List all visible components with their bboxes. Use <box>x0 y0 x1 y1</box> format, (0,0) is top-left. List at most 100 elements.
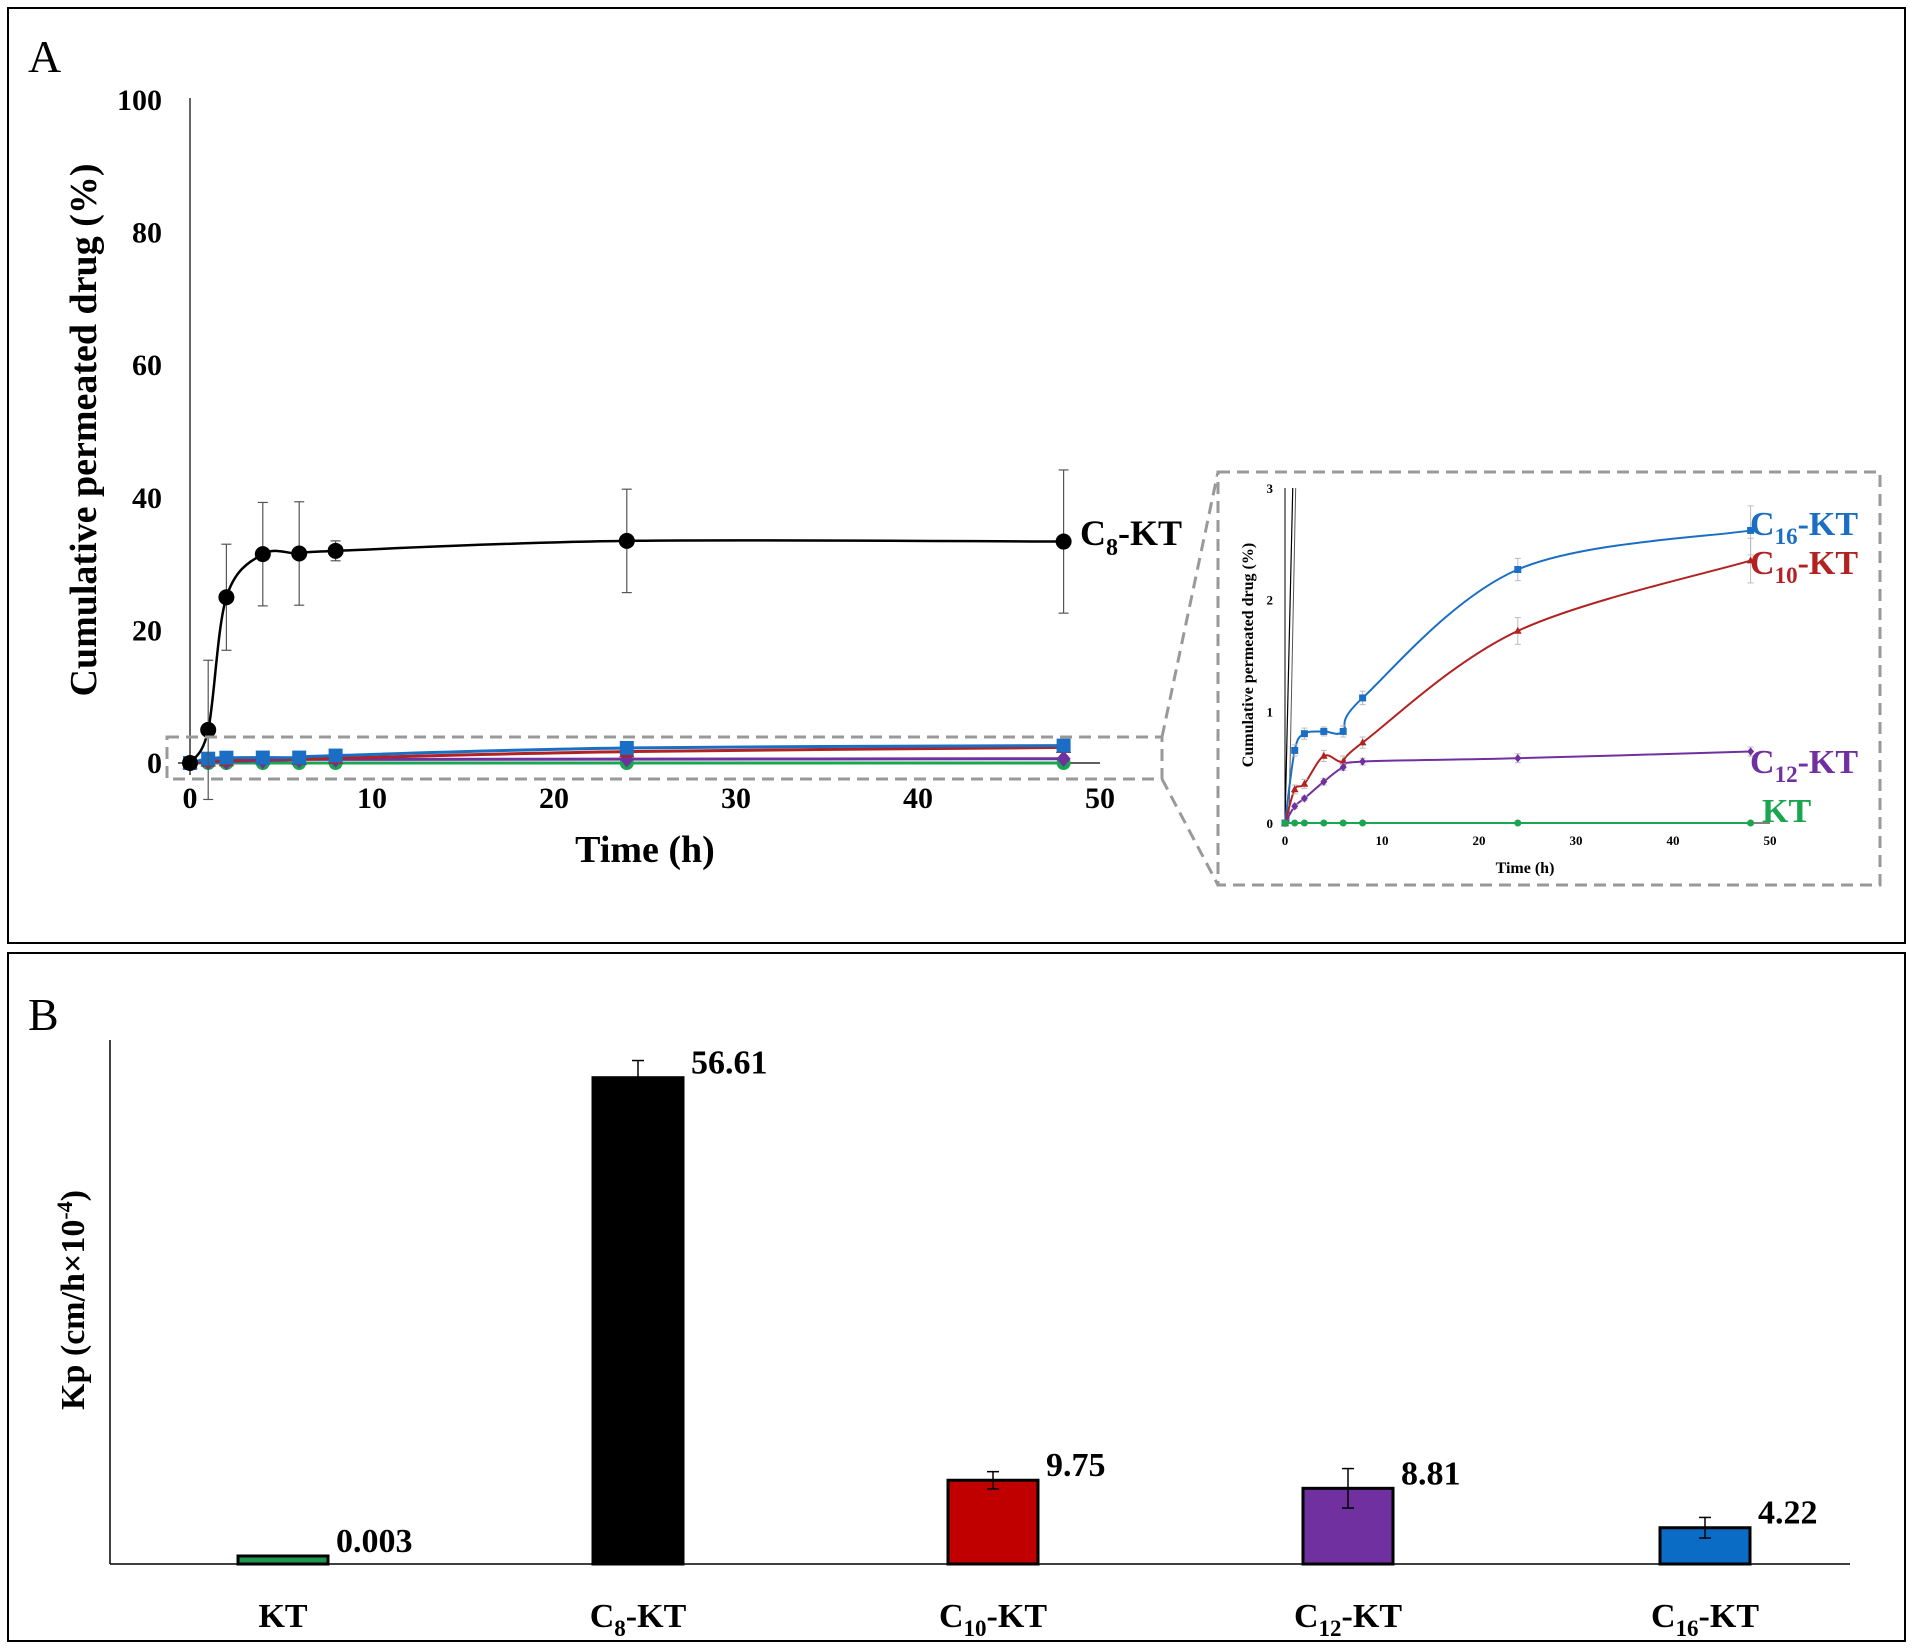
inset-data-point <box>1747 747 1755 756</box>
bar-value-label: 4.22 <box>1758 1495 1818 1532</box>
inset-x-tick-label: 50 <box>1764 833 1777 848</box>
y-axis-title: Cumulative permeated drug (%) <box>63 164 105 697</box>
y-tick-label: 0 <box>147 747 162 780</box>
bar-value-label: 0.003 <box>336 1523 413 1560</box>
inset-data-point <box>1514 819 1522 827</box>
inset-data-point <box>1320 727 1328 735</box>
inset-data-point <box>1514 566 1522 574</box>
data-point <box>1055 533 1072 550</box>
label-part: C <box>1750 506 1775 543</box>
category-label: KT <box>258 1598 307 1635</box>
label-part: 10 <box>964 1616 987 1641</box>
label-part: -4 <box>52 1201 77 1219</box>
inset-data-point <box>1320 819 1328 827</box>
label-part: KT <box>1762 793 1811 830</box>
panel-a-label: A <box>28 31 61 82</box>
bar-value-label: 8.81 <box>1401 1455 1461 1492</box>
label-part: -KT <box>626 1598 687 1635</box>
series-C16-KT <box>183 738 1071 770</box>
bar <box>236 1554 330 1566</box>
x-axis-title: Time (h) <box>575 829 715 871</box>
category-label: C8-KT <box>590 1598 687 1641</box>
inset-data-point <box>1358 738 1367 746</box>
inset-data-point <box>1291 746 1299 754</box>
label-part: -KT <box>1342 1598 1403 1635</box>
kp-bar-chart: Kp (cm/h×10-4)0.003KT56.61C8-KT9.75C10-K… <box>52 1040 1850 1641</box>
inset-data-point <box>1359 819 1367 827</box>
inset-data-point <box>1300 730 1308 738</box>
inset-c8-line <box>1288 487 1297 824</box>
label-part: C <box>590 1598 615 1635</box>
panel-b: B Kp (cm/h×10-4)0.003KT56.61C8-KT9.75C10… <box>7 952 1906 1642</box>
x-tick-label: 40 <box>903 782 933 815</box>
inset-series-C12-KT <box>1281 746 1755 828</box>
label-part: 12 <box>1319 1616 1342 1641</box>
inset-data-point <box>1291 819 1299 827</box>
inset-data-point <box>1300 794 1308 803</box>
label-part: -KT <box>1798 506 1859 543</box>
label-part: C <box>1651 1598 1676 1635</box>
y-tick-label: 100 <box>117 84 162 117</box>
data-point <box>182 755 198 771</box>
bar-value-label: 9.75 <box>1046 1447 1106 1484</box>
bar <box>591 1076 685 1566</box>
inset-data-point <box>1746 556 1755 564</box>
data-point <box>255 750 270 765</box>
inset-y-tick-label: 0 <box>1267 816 1274 831</box>
inset-data-point <box>1359 757 1367 766</box>
inset-data-point <box>1319 751 1328 759</box>
category-label: C12-KT <box>1294 1598 1402 1641</box>
inset-data-point <box>1747 526 1755 534</box>
inset-series-label-C10-KT: C10-KT <box>1750 545 1858 588</box>
y-tick-label: 40 <box>132 482 162 515</box>
label-part: C <box>939 1598 964 1635</box>
inset-data-point <box>1339 727 1347 735</box>
data-point <box>1056 750 1071 768</box>
data-point <box>218 589 235 606</box>
zoom-region <box>165 735 1164 781</box>
inset-x-tick-label: 0 <box>1282 833 1289 848</box>
panel-a-frame <box>7 7 1906 944</box>
data-point <box>618 532 635 549</box>
y-tick-label: 80 <box>132 217 162 250</box>
data-point <box>292 750 307 765</box>
inset-data-point <box>1281 819 1289 827</box>
y-tick-label: 20 <box>132 614 162 647</box>
label-part: 16 <box>1775 524 1798 549</box>
inset-data-point <box>1339 819 1347 827</box>
y-tick-label: 60 <box>132 349 162 382</box>
x-tick-label: 0 <box>183 782 198 815</box>
label-part: C <box>1750 744 1775 781</box>
data-point <box>619 740 634 755</box>
inset-data-point <box>1300 779 1309 787</box>
y-axis-title: Kp (cm/h×10-4) <box>52 1190 92 1410</box>
inset-x-axis-title: Time (h) <box>1496 860 1555 877</box>
category-label: C10-KT <box>939 1598 1047 1641</box>
inset-data-point <box>1359 694 1367 702</box>
label-part: -KT <box>1118 513 1182 553</box>
label-part: 12 <box>1775 762 1798 787</box>
x-tick-label: 20 <box>539 782 569 815</box>
label-part: 8 <box>1106 535 1118 561</box>
panel-b-frame <box>7 952 1906 1642</box>
data-point <box>254 546 271 563</box>
inset-x-tick-label: 30 <box>1570 833 1583 848</box>
label-part: -KT <box>987 1598 1048 1635</box>
series-label-c8-kt: C8-KT <box>1080 513 1182 561</box>
label-part: 10 <box>1775 563 1798 588</box>
inset-y-tick-label: 2 <box>1267 593 1274 608</box>
inset-data-point <box>1513 626 1522 634</box>
label-part: C <box>1750 545 1775 582</box>
series-C8-KT <box>182 469 1072 801</box>
data-point <box>1056 738 1071 753</box>
inset-data-point <box>1300 819 1308 827</box>
inset-y-tick-label: 3 <box>1267 481 1274 496</box>
inset-x-tick-label: 10 <box>1376 833 1389 848</box>
label-part: Kp (cm/h×10 <box>55 1220 92 1410</box>
label-part: -KT <box>1699 1598 1760 1635</box>
data-point <box>327 542 344 559</box>
label-part: C <box>1080 513 1106 553</box>
data-point <box>200 721 217 738</box>
